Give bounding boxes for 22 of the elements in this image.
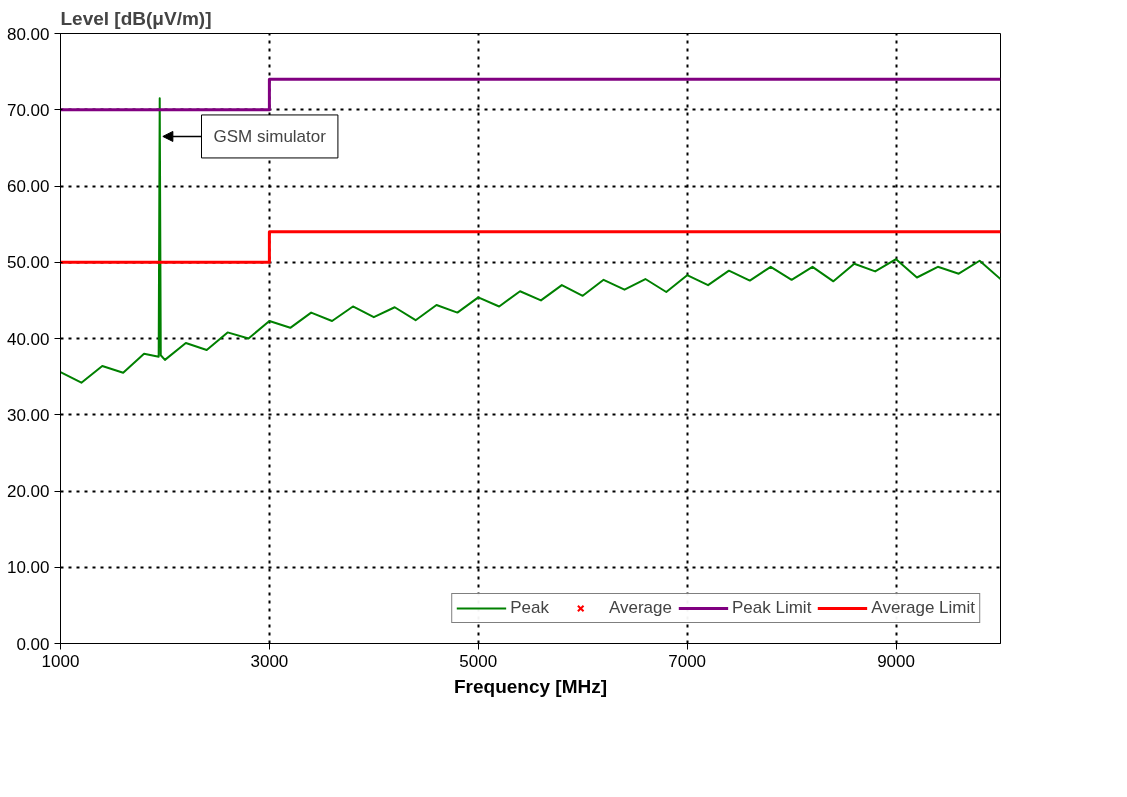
x-tick-label: 9000	[877, 651, 915, 671]
y-tick-label: 80.00	[6, 24, 50, 44]
legend-label: Peak	[510, 598, 549, 618]
legend-label: Peak Limit	[731, 598, 812, 618]
legend-label: Average Limit	[871, 598, 975, 618]
x-tick-label: 7000	[668, 651, 707, 671]
y-tick-label: 0.00	[16, 634, 50, 654]
y-tick-label: 30.00	[6, 405, 50, 425]
x-axis-title: Frequency [MHz]	[453, 675, 608, 697]
line-series	[60, 97, 1001, 384]
y-axis-title: Level [dB(μV/m)]	[60, 7, 212, 29]
legend-label: Average	[608, 598, 672, 618]
x-tick-label: 5000	[459, 651, 498, 671]
y-tick-label: 10.00	[6, 558, 50, 578]
y-tick-label: 50.00	[6, 253, 50, 273]
x-tick-label: 3000	[250, 651, 289, 671]
annotation: GSM simulator	[213, 126, 327, 146]
y-tick-label: 60.00	[6, 177, 50, 196]
y-tick-label: 70.00	[6, 100, 50, 120]
y-tick-label: 20.00	[6, 482, 50, 501]
x-tick-label: 1000	[41, 651, 80, 671]
y-tick-label: 40.00	[6, 329, 50, 349]
